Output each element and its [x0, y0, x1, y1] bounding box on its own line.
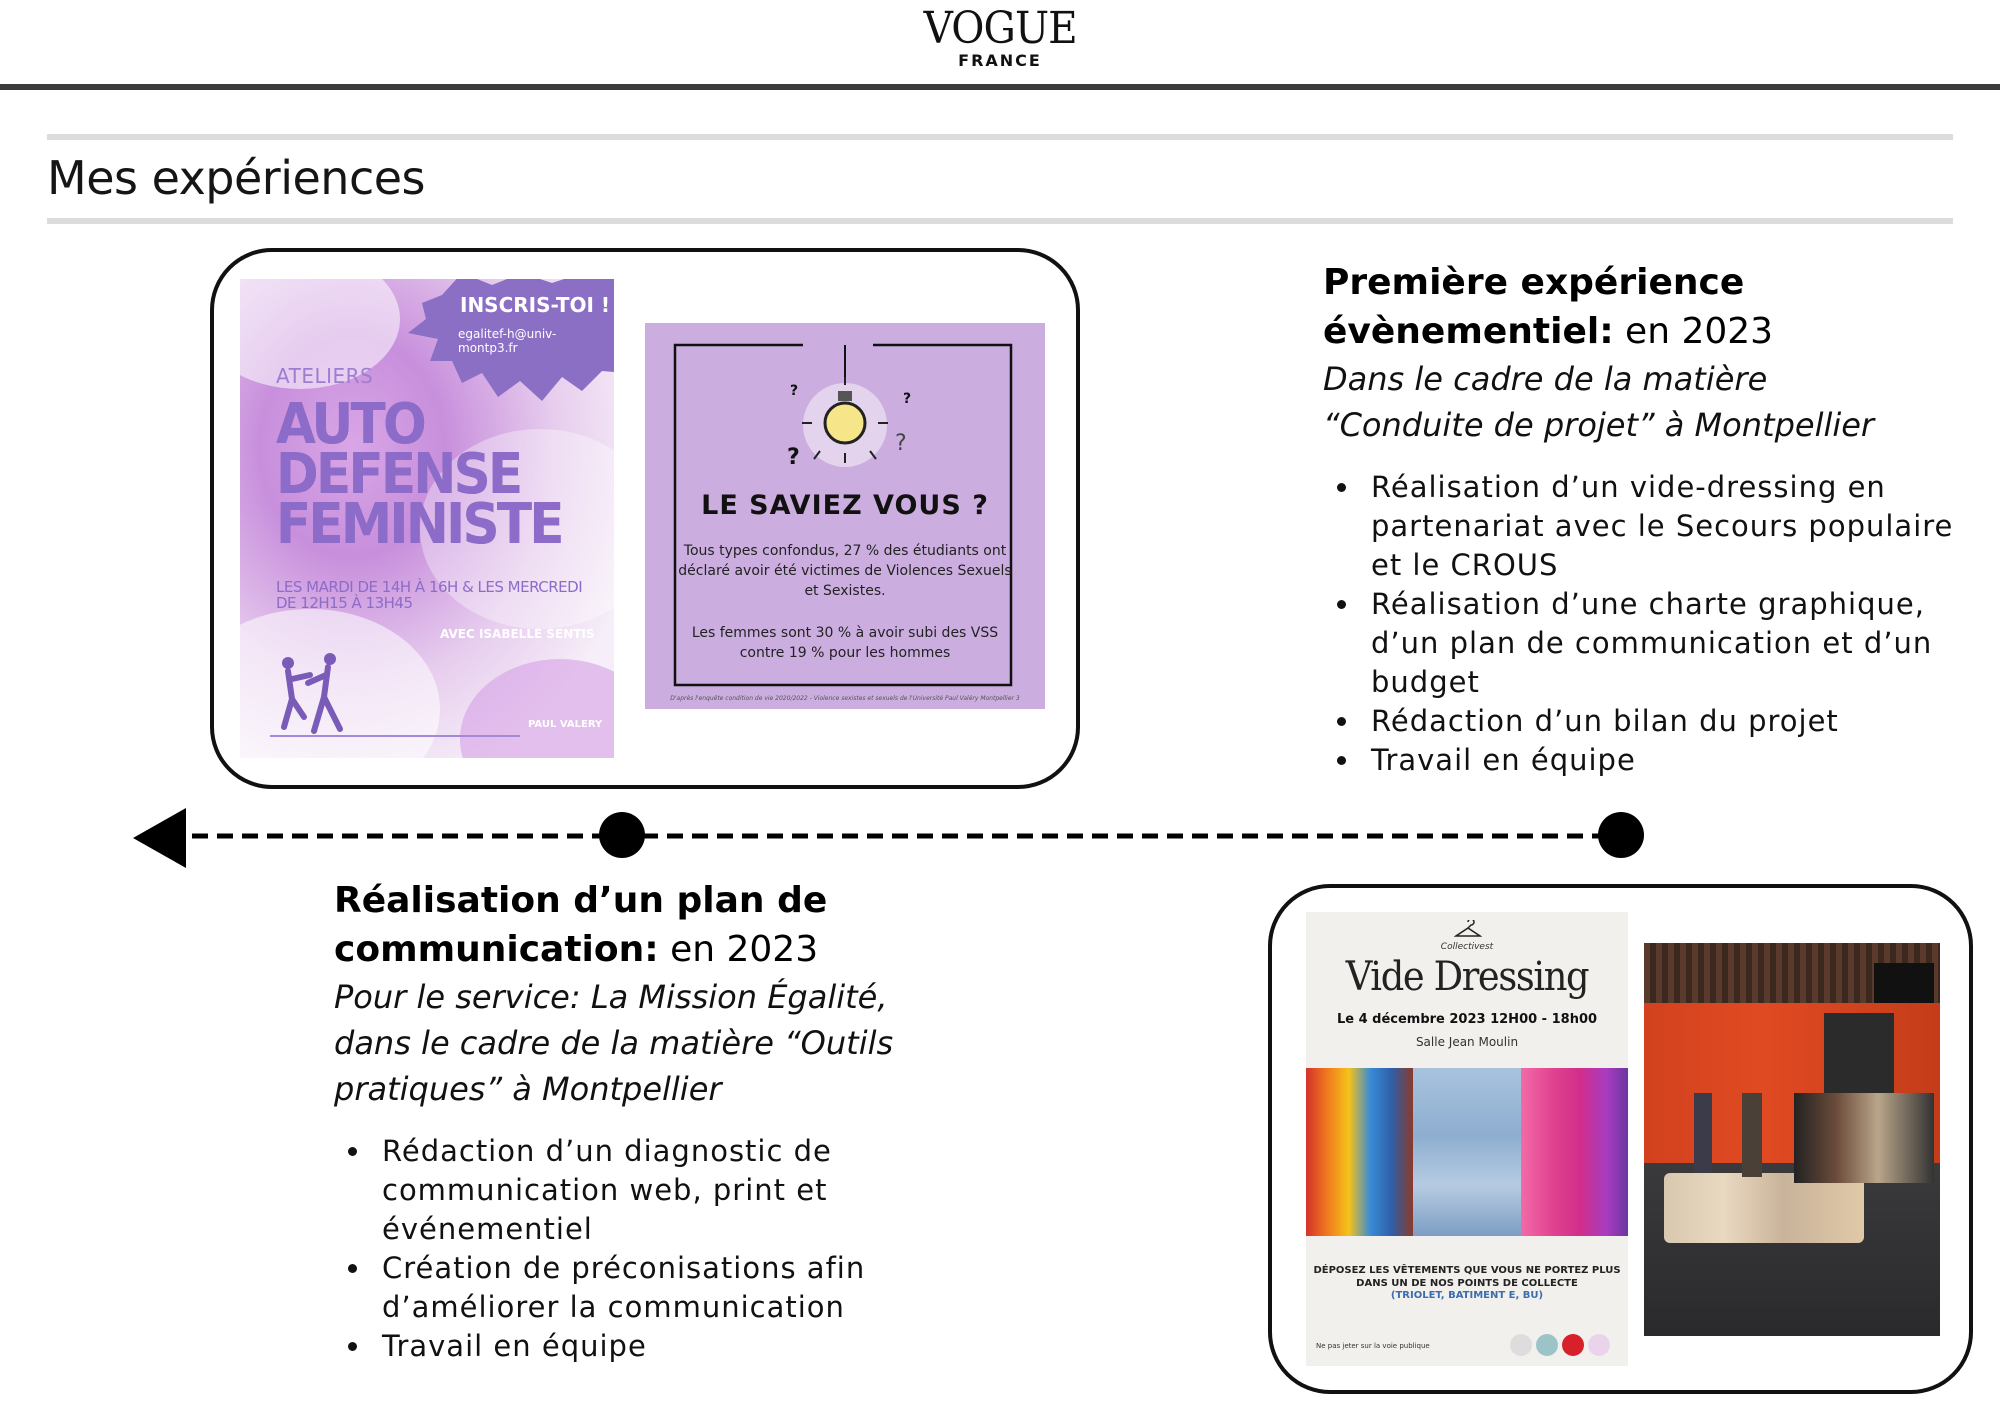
poster-vide-dressing: Collectivest Vide Dressing Le 4 décembre…	[1306, 912, 1628, 1366]
list-item: Rédaction d’un bilan du projet	[1323, 702, 1963, 741]
timeline-dot-2	[599, 812, 645, 858]
poster-auto-defense: INSCRIS-TOI ! egalitef-h@univ-montp3.fr …	[240, 279, 614, 758]
experience-2-subtitle-line-1: Pour le service: La Mission Égalité,	[334, 978, 888, 1016]
poster-jeter: Ne pas jeter sur la voie publique	[1316, 1342, 1430, 1350]
poster-dates: LES MARDI DE 14H À 16H & LES MERCREDI DE…	[276, 578, 583, 612]
experience-1-title-line-2: évènementiel:	[1323, 311, 1614, 352]
experience-2-bullets: Rédaction d’un diagnostic de communicati…	[334, 1132, 974, 1366]
room-photo	[1644, 943, 1940, 1336]
section-rule-top	[47, 134, 1953, 140]
self-defense-figures-icon	[281, 653, 343, 734]
timeline-arrow-icon	[133, 808, 186, 868]
experience-2-title-line-1: Réalisation d’un plan de	[334, 880, 828, 921]
poster-brand: Collectivest	[1440, 942, 1494, 952]
list-item: Rédaction d’un diagnostic de communicati…	[334, 1132, 974, 1249]
experience-2-year: en 2023	[658, 929, 819, 970]
poster-collecte: (TRIOLET, BATIMENT E, BU)	[1390, 1290, 1544, 1301]
poster-badge-text: INSCRIS-TOI !	[460, 293, 611, 317]
question-mark-icon: ?	[790, 383, 799, 399]
vogue-logo: VOGUE FRANCE	[0, 6, 2000, 70]
poster-stat-1: Tous types confondus, 27 % des étudiants…	[678, 543, 1012, 599]
lightbulb-icon	[802, 377, 888, 467]
experience-1: Première expérience évènementiel: en 202…	[1323, 258, 1963, 780]
list-item: Création de préconisations afin d’amélio…	[334, 1249, 974, 1327]
hanger-icon	[1454, 920, 1482, 937]
logo-main: VOGUE	[923, 3, 1077, 54]
experience-1-subtitle: Dans le cadre de la matière “Conduite de…	[1323, 356, 1963, 448]
poster-place: Salle Jean Moulin	[1415, 1035, 1519, 1049]
poster-deposez: DÉPOSEZ LES VÊTEMENTS QUE VOUS NE PORTEZ…	[1313, 1265, 1621, 1289]
poster-le-saviez-vous: ? ? ? ? LE SAVIEZ VOUS ? Tous types conf…	[645, 323, 1045, 709]
paul-valery-logo: PAUL VALERY	[528, 719, 603, 730]
section-rule-bottom	[47, 218, 1953, 224]
partner-logo-icon	[1588, 1334, 1610, 1356]
experience-1-title-line-1: Première expérience	[1323, 262, 1745, 303]
experience-1-bullets: Réalisation d’un vide-dressing en parten…	[1323, 468, 1963, 780]
experience-2: Réalisation d’un plan de communication: …	[334, 876, 974, 1366]
list-item: Travail en équipe	[1323, 741, 1963, 780]
partner-logos	[1510, 1334, 1610, 1356]
poster-instructor: AVEC ISABELLE SENTIS	[440, 627, 595, 641]
experience-2-subtitle-line-3: pratiques” à Montpellier	[334, 1070, 722, 1108]
experience-1-subtitle-line-2: “Conduite de projet” à Montpellier	[1323, 406, 1875, 444]
clothes-photo	[1306, 1068, 1628, 1236]
poster-title-line-1: AUTO	[276, 392, 427, 457]
experience-1-subtitle-line-1: Dans le cadre de la matière	[1323, 360, 1768, 398]
poster-title: LE SAVIEZ VOUS ?	[701, 490, 989, 521]
experience-2-title-line-2: communication:	[334, 929, 659, 970]
poster-frame	[673, 343, 1013, 687]
partner-logo-icon	[1536, 1334, 1558, 1356]
poster-email: egalitef-h@univ-montp3.fr	[458, 327, 557, 355]
section-title: Mes expériences	[47, 151, 426, 205]
poster-title: Vide Dressing	[1345, 954, 1590, 1000]
header-bar	[0, 84, 2000, 90]
partner-logo-icon	[1562, 1334, 1584, 1356]
question-mark-icon: ?	[895, 431, 907, 456]
poster-divider	[270, 735, 520, 737]
starburst-badge-icon	[402, 279, 614, 403]
question-mark-icon: ?	[903, 391, 912, 407]
experience-2-subtitle-line-2: dans le cadre de la matière “Outils	[334, 1024, 894, 1062]
poster-ateliers: ATELIERS	[276, 364, 374, 388]
experience-1-title: Première expérience évènementiel: en 202…	[1323, 258, 1963, 356]
poster-title-line-2: DEFENSE	[276, 442, 523, 507]
timeline-dot-1	[1598, 812, 1644, 858]
list-item: Travail en équipe	[334, 1327, 974, 1366]
poster-title-line-3: FEMINISTE	[276, 492, 564, 557]
experience-2-subtitle: Pour le service: La Mission Égalité, dan…	[334, 974, 974, 1112]
experience-2-title: Réalisation d’un plan de communication: …	[334, 876, 974, 974]
list-item: Réalisation d’une charte graphique, d’un…	[1323, 585, 1963, 702]
experience-1-year: en 2023	[1613, 311, 1774, 352]
poster-date: Le 4 décembre 2023 12H00 - 18h00	[1336, 1012, 1598, 1027]
list-item: Réalisation d’un vide-dressing en parten…	[1323, 468, 1963, 585]
poster-stat-2: Les femmes sont 30 % à avoir subi des VS…	[691, 625, 999, 661]
partner-logo-icon	[1510, 1334, 1532, 1356]
poster-source: D'après l'enquête condition de vie 2020/…	[670, 695, 1020, 702]
question-mark-icon: ?	[787, 445, 800, 470]
logo-sub: FRANCE	[958, 51, 1042, 70]
